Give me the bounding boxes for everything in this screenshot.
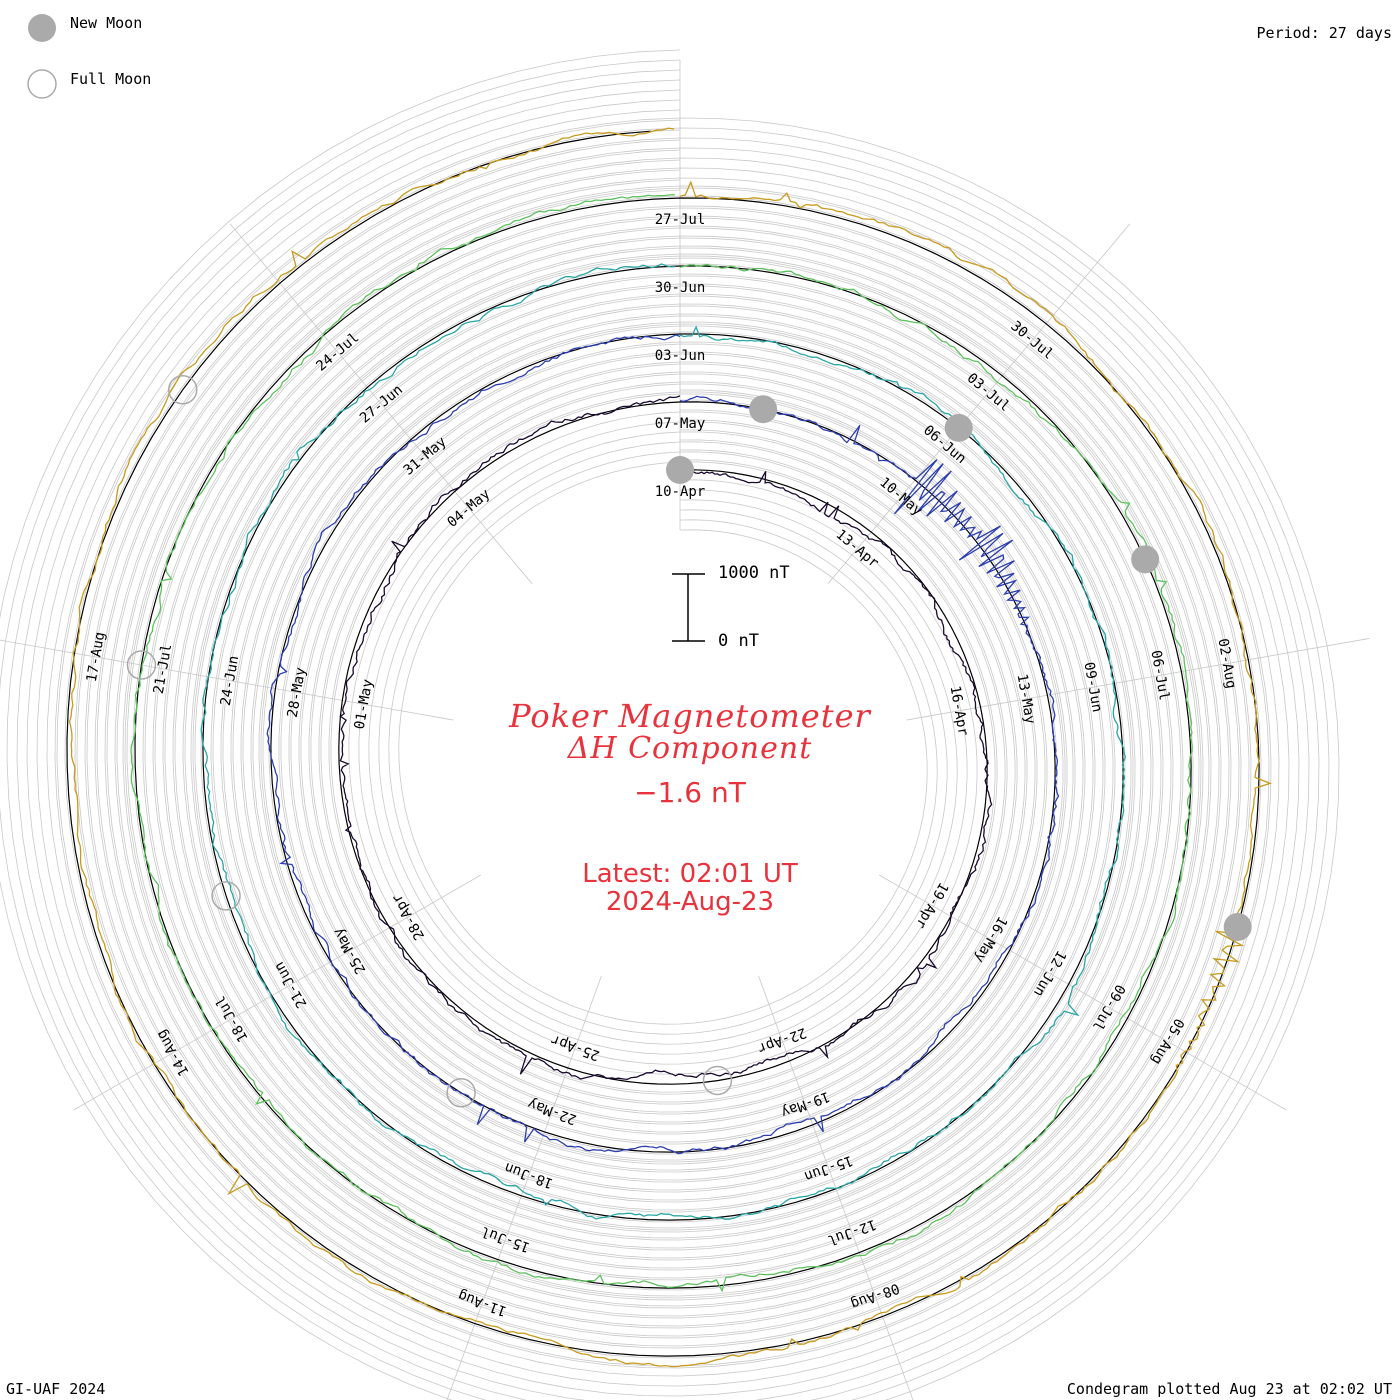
new-moon-label: New Moon [70, 14, 143, 32]
footer-credit: GI-UAF 2024 [6, 1380, 106, 1398]
new-moon-marker [1223, 912, 1252, 941]
grid-ring [0, 59, 1330, 1400]
new-moon-marker [944, 413, 973, 442]
date-label: 30-Jun [655, 280, 706, 296]
scale-bar [672, 573, 705, 642]
grid-spoke [878, 874, 1287, 1111]
full-moon-marker [211, 881, 241, 911]
new-moon-icon [28, 14, 56, 42]
grid-spoke [229, 223, 533, 585]
grid-spoke [73, 874, 482, 1111]
moon-markers [126, 375, 1252, 1108]
full-moon-marker [167, 375, 198, 405]
trace-cycle-5 [68, 127, 1273, 1368]
date-label: 07-May [655, 416, 706, 432]
full-moon-marker [126, 650, 157, 680]
date-label: 10-Apr [655, 484, 706, 500]
grid-ring [6, 69, 1320, 1400]
chart-title: Poker Magnetometer [509, 697, 871, 735]
chart-subtitle: ΔH Component [567, 731, 813, 766]
full-moon-marker [446, 1078, 476, 1108]
trace-cycle-1 [339, 395, 993, 1080]
current-value: −1.6 nT [634, 776, 746, 809]
trace-cycle-4 [130, 194, 1193, 1293]
date-label: 27-Jul [655, 212, 706, 228]
grid-spoke [758, 975, 914, 1400]
grid-spoke [446, 975, 602, 1400]
date-label: 12-Jul [825, 1216, 878, 1248]
date-label: 15-Jun [802, 1152, 855, 1184]
date-label: 03-Jun [655, 348, 706, 364]
date-label: 30-Jul [1007, 318, 1056, 363]
date-label: 13-Apr [833, 527, 882, 572]
new-moon-marker [1131, 545, 1160, 574]
grid-ring [0, 49, 1340, 1400]
date-label: 03-Jul [964, 370, 1013, 415]
latest-timestamp: Latest: 02:01 UT 2024-Aug-23 [520, 860, 860, 916]
trace-cycle-2 [266, 334, 1060, 1155]
grid-ring [36, 99, 1290, 1387]
grid-spoke [827, 223, 1131, 585]
trace-cycle-3 [200, 263, 1127, 1220]
new-moon-marker [749, 395, 778, 424]
period-label: Period: 27 days [1256, 24, 1392, 42]
grid-ring [56, 119, 1270, 1367]
scale-bottom-label: 0 nT [718, 631, 759, 651]
legend [27, 14, 57, 99]
grid-ring [106, 169, 1220, 1317]
grid-ring [96, 159, 1230, 1327]
grid-ring [86, 149, 1240, 1337]
grid-spokes [0, 60, 1370, 1400]
date-label: 25-Apr [549, 1031, 602, 1063]
grid-spoke [0, 639, 454, 721]
scale-top-label: 1000 nT [718, 563, 790, 583]
grid-spoke [906, 638, 1370, 721]
latest-time: Latest: 02:01 UT [582, 859, 798, 889]
grid-ring [16, 79, 1310, 1400]
data-traces [68, 127, 1273, 1368]
date-label: 09-Jun [1080, 661, 1105, 714]
grid-ring [46, 109, 1280, 1377]
grid-ring [116, 179, 1210, 1307]
grid-ring [76, 139, 1250, 1347]
footer-plotted: Condegram plotted Aug 23 at 02:02 UT [1066, 1380, 1392, 1398]
grid-rings [0, 49, 1340, 1400]
full-moon-label: Full Moon [70, 70, 152, 88]
latest-date: 2024-Aug-23 [605, 887, 775, 917]
new-moon-marker [666, 456, 694, 484]
date-label: 10-May [876, 474, 925, 519]
full-moon-marker [702, 1065, 733, 1096]
full-moon-icon [27, 69, 57, 99]
grid-ring [26, 89, 1300, 1397]
